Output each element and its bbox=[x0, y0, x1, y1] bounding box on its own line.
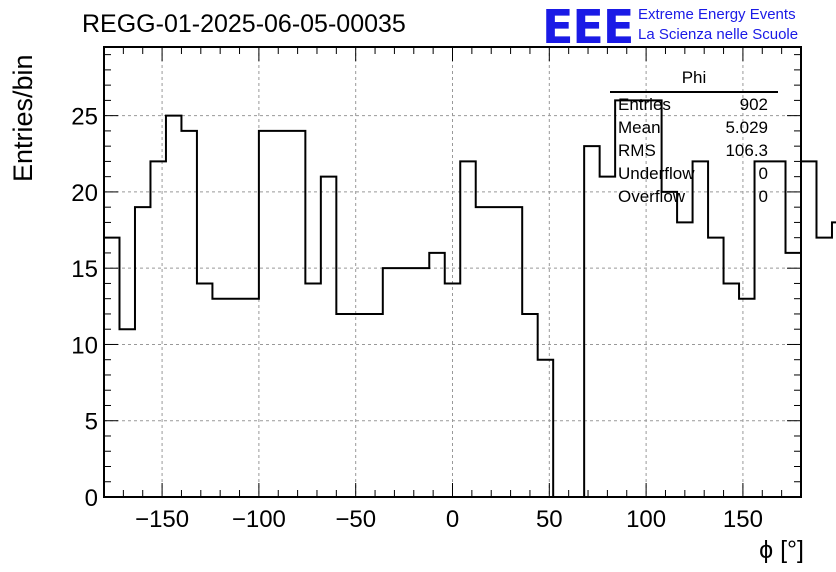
histogram-bin bbox=[522, 314, 537, 497]
histogram-bin bbox=[181, 131, 196, 497]
histogram-bin bbox=[166, 116, 181, 497]
histogram-bin bbox=[662, 192, 677, 497]
histogram-series bbox=[103, 99, 836, 498]
x-tick-label: 50 bbox=[536, 506, 563, 533]
stats-key: Mean bbox=[618, 118, 661, 137]
histogram-bin bbox=[290, 131, 305, 497]
stats-title: Phi bbox=[610, 68, 778, 93]
stats-box: Phi Entries 902 Mean 5.029 RMS 106.3 Und… bbox=[610, 68, 778, 208]
histogram-bin bbox=[398, 268, 413, 497]
stats-value: 0 bbox=[758, 187, 768, 206]
histogram-bin bbox=[832, 222, 836, 497]
histogram-bin bbox=[801, 161, 816, 497]
y-tick-label: 25 bbox=[71, 104, 98, 131]
logo-mark: EEE bbox=[542, 0, 634, 54]
histogram-bin bbox=[243, 299, 258, 497]
x-tick-label: −50 bbox=[335, 506, 376, 533]
stats-row-mean: Mean 5.029 bbox=[610, 116, 778, 139]
stats-row-rms: RMS 106.3 bbox=[610, 139, 778, 162]
stats-value: 5.029 bbox=[725, 118, 768, 137]
histogram-bin bbox=[119, 329, 134, 497]
histogram-bin bbox=[739, 299, 754, 497]
histogram-bin bbox=[600, 177, 615, 497]
tick-marks bbox=[103, 47, 802, 498]
histogram-bin bbox=[677, 222, 692, 497]
histogram-bin bbox=[321, 177, 336, 497]
histogram-bin bbox=[724, 283, 739, 497]
histogram-bin bbox=[693, 161, 708, 497]
histogram-bin bbox=[538, 360, 553, 497]
eee-logo: EEE Extreme Energy Events La Scienza nel… bbox=[542, 0, 832, 54]
stats-row-overflow: Overflow 0 bbox=[610, 185, 778, 208]
histogram-bin bbox=[507, 207, 522, 497]
histogram-bin bbox=[816, 238, 831, 497]
grid-lines bbox=[104, 47, 801, 497]
x-axis-label: ϕ [°] bbox=[759, 536, 804, 564]
stats-key: RMS bbox=[618, 141, 656, 160]
y-axis-label: Entries/bin bbox=[8, 54, 38, 182]
stats-row-underflow: Underflow 0 bbox=[610, 162, 778, 185]
histogram-bin bbox=[584, 146, 599, 497]
histogram-bin bbox=[336, 314, 351, 497]
y-tick-label: 15 bbox=[71, 256, 98, 283]
histogram-bin bbox=[429, 253, 444, 497]
histogram-bin bbox=[104, 238, 119, 497]
y-tick-label: 5 bbox=[85, 409, 98, 436]
stats-value: 902 bbox=[739, 95, 768, 114]
histogram-bin bbox=[755, 161, 770, 497]
y-tick-label: 0 bbox=[85, 485, 98, 512]
tick-labels: −150 −100 −50 0 50 100 150 0 5 10 15 20 25 bbox=[71, 104, 763, 533]
histogram-bin bbox=[352, 314, 367, 497]
stats-key: Entries bbox=[618, 95, 671, 114]
histogram-bin bbox=[414, 268, 429, 497]
histogram-bin bbox=[476, 207, 491, 497]
histogram-step-line bbox=[103, 99, 836, 498]
y-tick-label: 20 bbox=[71, 180, 98, 207]
histogram-bin bbox=[305, 283, 320, 497]
chart-title: REGG-01-2025-06-05-00035 bbox=[82, 10, 406, 38]
x-tick-label: 150 bbox=[723, 506, 763, 533]
x-tick-label: 0 bbox=[446, 506, 459, 533]
stats-value: 106.3 bbox=[725, 141, 768, 160]
logo-line-1: Extreme Energy Events bbox=[638, 6, 796, 23]
logo-line-2: La Scienza nelle Scuole bbox=[638, 26, 799, 43]
histogram-bin bbox=[150, 161, 165, 497]
stats-key: Overflow bbox=[618, 187, 686, 206]
histogram-bin bbox=[708, 238, 723, 497]
stats-row-entries: Entries 902 bbox=[610, 93, 778, 116]
histogram-bin bbox=[259, 131, 274, 497]
histogram-bin bbox=[228, 299, 243, 497]
histogram-bin bbox=[770, 161, 785, 497]
histogram-bin bbox=[491, 207, 506, 497]
histogram-bin bbox=[135, 207, 150, 497]
x-tick-label: −150 bbox=[135, 506, 189, 533]
histogram-bin bbox=[274, 131, 289, 497]
histogram-bin bbox=[445, 283, 460, 497]
histogram-bin bbox=[383, 268, 398, 497]
x-tick-label: 100 bbox=[626, 506, 666, 533]
stats-value: 0 bbox=[758, 164, 768, 183]
histogram-bin bbox=[367, 314, 382, 497]
stats-key: Underflow bbox=[618, 164, 695, 183]
y-tick-label: 10 bbox=[71, 332, 98, 359]
x-tick-label: −100 bbox=[232, 506, 286, 533]
histogram-bin bbox=[460, 161, 475, 497]
histogram-bin bbox=[197, 283, 212, 497]
histogram-bin bbox=[212, 299, 227, 497]
